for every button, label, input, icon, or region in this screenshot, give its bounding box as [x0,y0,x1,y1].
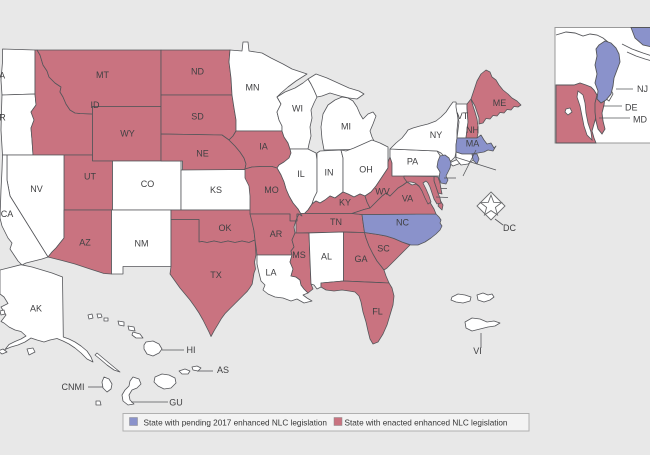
svg-text:MO: MO [264,185,279,195]
svg-text:HI: HI [187,345,196,355]
svg-text:CO: CO [141,179,155,189]
svg-text:DE: DE [625,103,638,113]
svg-text:ME: ME [493,98,507,108]
svg-text:VI: VI [473,346,482,356]
svg-text:MA: MA [466,139,480,149]
svg-text:IL: IL [297,169,305,179]
svg-text:UT: UT [84,172,96,182]
svg-text:OK: OK [218,223,231,233]
svg-text:AR: AR [270,229,283,239]
svg-text:OR: OR [0,113,6,123]
svg-text:KY: KY [339,198,351,208]
svg-text:NV: NV [30,184,43,194]
svg-text:GA: GA [354,254,367,264]
svg-text:NE: NE [196,149,209,159]
svg-text:NC: NC [396,218,409,228]
svg-text:State with enacted enhanced NL: State with enacted enhanced NLC legislat… [345,419,508,428]
svg-text:VT: VT [457,111,469,121]
svg-text:VA: VA [402,194,413,204]
svg-text:OH: OH [359,165,373,175]
svg-text:PA: PA [407,157,418,167]
svg-text:MS: MS [292,250,306,260]
svg-text:MD: MD [633,115,647,125]
svg-text:WA: WA [0,71,5,81]
svg-text:MT: MT [96,70,109,80]
svg-text:AK: AK [30,304,42,314]
svg-text:NJ: NJ [637,84,648,94]
svg-text:AL: AL [321,252,332,262]
svg-text:WY: WY [120,129,135,139]
svg-text:KS: KS [210,185,222,195]
svg-text:LA: LA [265,268,276,278]
svg-text:CNMI: CNMI [62,382,85,392]
svg-text:SD: SD [191,112,204,122]
svg-text:AZ: AZ [79,238,91,248]
svg-text:TX: TX [210,270,222,280]
svg-text:AS: AS [217,365,229,375]
svg-text:ID: ID [91,100,101,110]
svg-text:GU: GU [169,398,183,408]
svg-text:FL: FL [372,307,383,317]
svg-text:MI: MI [341,122,351,132]
svg-text:CA: CA [1,209,14,219]
svg-text:NY: NY [430,130,443,140]
svg-text:State with pending 2017 enhanc: State with pending 2017 enhanced NLC leg… [144,419,328,428]
svg-text:DC: DC [503,223,516,233]
svg-text:SC: SC [377,244,390,254]
svg-text:IA: IA [259,142,268,152]
svg-text:WV: WV [375,187,390,197]
svg-text:TN: TN [330,217,342,227]
svg-text:NH: NH [466,125,479,135]
svg-text:MN: MN [246,83,260,93]
svg-text:ND: ND [191,67,204,77]
svg-text:IN: IN [325,168,334,178]
svg-text:NM: NM [135,239,149,249]
svg-text:WI: WI [292,104,303,114]
